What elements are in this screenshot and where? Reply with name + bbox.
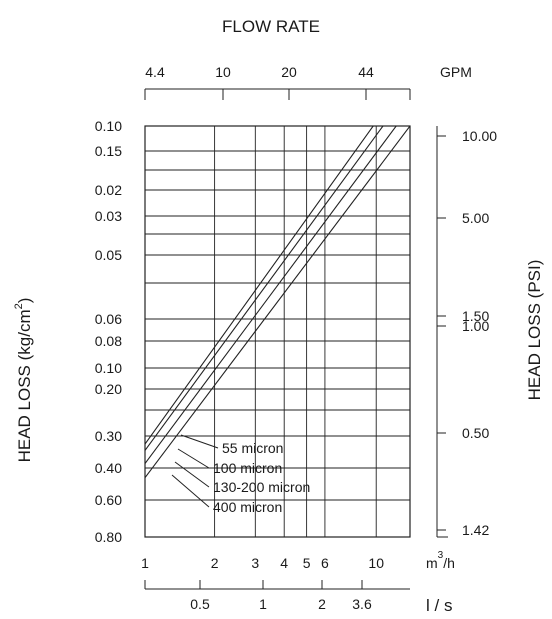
x-unit-label: m3/h <box>426 550 455 571</box>
y-tick-label: 0.08 <box>95 333 122 349</box>
x-tick-label: 3 <box>251 555 259 571</box>
series-lines <box>144 125 411 479</box>
gpm-tick-label: 10 <box>215 64 231 80</box>
psi-tick-label: 1.00 <box>462 318 489 334</box>
ls-tick-label: 1 <box>259 596 267 612</box>
ls-unit-label: l / s <box>426 596 452 615</box>
series-line <box>144 125 397 464</box>
legend-label: 100 micron <box>213 460 282 476</box>
gpm-tick-label: 20 <box>281 64 297 80</box>
y-tick-label: 0.10 <box>95 360 122 376</box>
y-tick-label: 0.80 <box>95 529 122 545</box>
y-tick-label: 0.40 <box>95 460 122 476</box>
y-tick-label: 0.20 <box>95 381 122 397</box>
psi-tick-label: 1.50 <box>462 308 489 324</box>
legend-leader <box>174 461 210 488</box>
right-axis-title: HEAD LOSS (PSI) <box>525 260 544 401</box>
ls-tick-label: 0.5 <box>190 596 210 612</box>
x-tick-label: 5 <box>303 555 311 571</box>
gpm-axis: 4.4 10 20 44 <box>144 64 411 100</box>
x-tick-labels: 1 2 3 4 5 6 10 <box>141 555 384 571</box>
ls-axis: 0.5 1 2 3.6 <box>144 580 410 612</box>
plot-grid <box>144 125 411 538</box>
series-line <box>144 125 411 479</box>
x-tick-label: 2 <box>211 555 219 571</box>
x-tick-label: 10 <box>368 555 384 571</box>
y-tick-labels: 0.10 0.15 0.02 0.03 0.05 0.06 0.08 0.10 0.20 0.30… <box>95 118 122 545</box>
x-tick-label: 1 <box>141 555 149 571</box>
legend-leader <box>180 434 219 449</box>
y-tick-label: 0.02 <box>95 182 122 198</box>
legend-label: 55 micron <box>222 440 283 456</box>
legend: 55 micron 100 micron 130-200 micron 400 mic… <box>171 434 310 515</box>
legend-label: 400 micron <box>213 499 282 515</box>
legend-label: 130-200 micron <box>213 479 310 495</box>
legend-leader <box>171 474 210 508</box>
gpm-tick-label: 44 <box>358 64 374 80</box>
plot-frame <box>144 125 411 538</box>
y-tick-label: 0.06 <box>95 311 122 327</box>
psi-tick-label: 0.50 <box>462 425 489 441</box>
x-tick-label: 6 <box>321 555 329 571</box>
series-line <box>144 125 384 451</box>
y-tick-label: 0.30 <box>95 428 122 444</box>
ls-tick-label: 3.6 <box>352 596 372 612</box>
chart-title: FLOW RATE <box>222 17 320 36</box>
y-tick-label: 0.10 <box>95 118 122 134</box>
legend-leader <box>177 448 210 469</box>
y-tick-label: 0.05 <box>95 247 122 263</box>
y-tick-label: 0.15 <box>95 143 122 159</box>
series-line <box>144 125 374 445</box>
y-tick-label: 0.03 <box>95 208 122 224</box>
gpm-tick-label: 4.4 <box>145 64 165 80</box>
psi-tick-label: 1.42 <box>462 522 489 538</box>
ls-tick-label: 2 <box>318 596 326 612</box>
x-tick-label: 4 <box>280 555 288 571</box>
y-tick-label: 0.60 <box>95 492 122 508</box>
gpm-unit-label: GPM <box>440 64 472 80</box>
psi-tick-label: 5.00 <box>462 210 489 226</box>
psi-tick-label: 10.00 <box>462 128 497 144</box>
left-axis-title: HEAD LOSS (kg/cm2) <box>13 298 34 463</box>
psi-axis: 10.00 5.00 1.501.00 0.50 1.42 <box>436 126 497 538</box>
